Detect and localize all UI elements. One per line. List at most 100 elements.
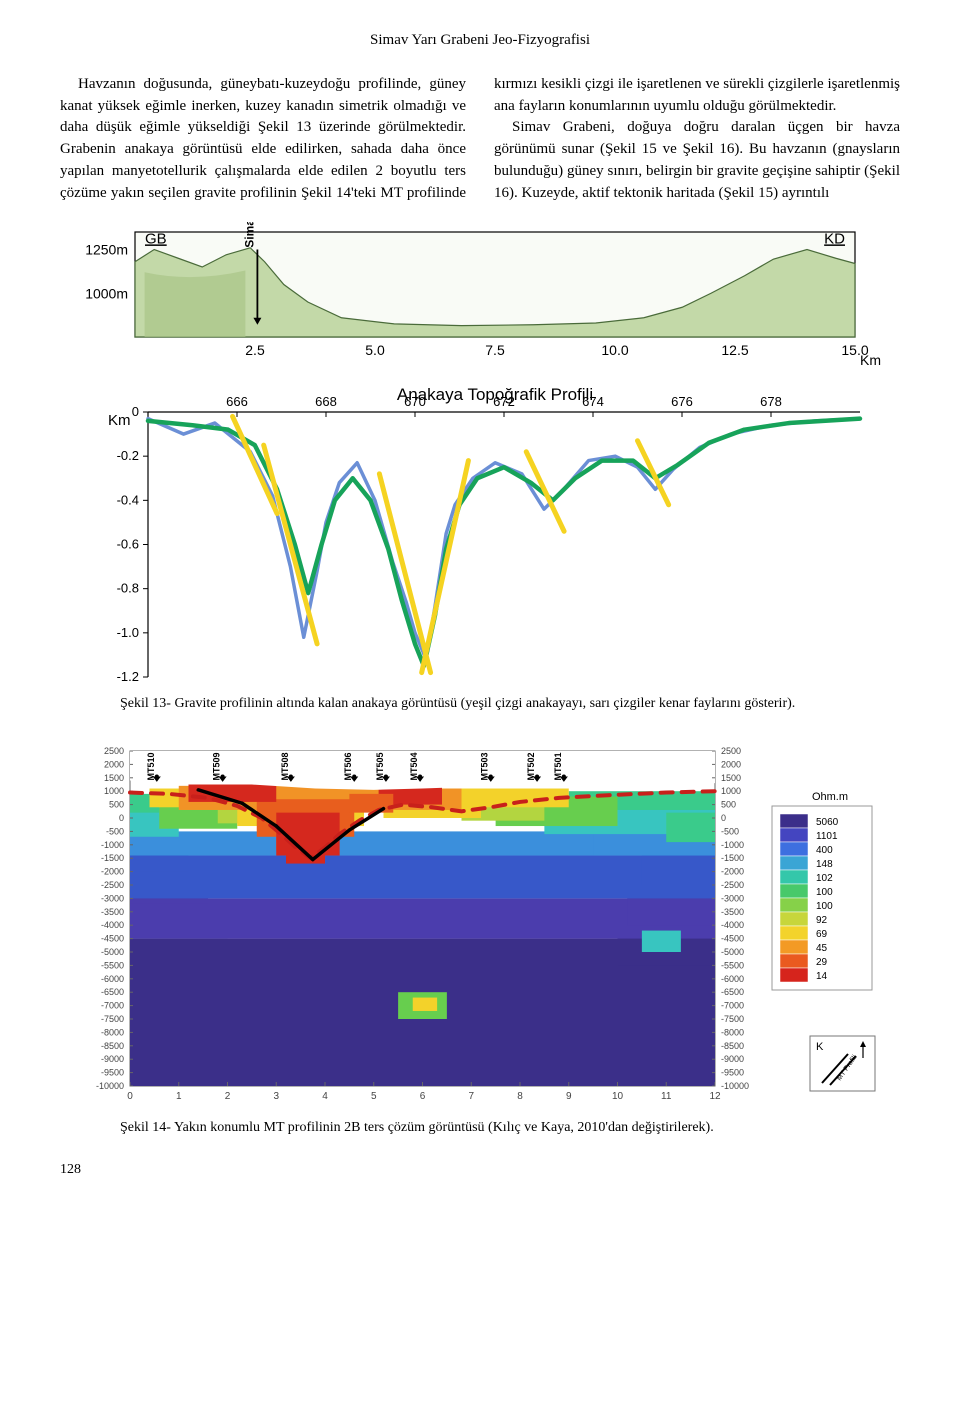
figure-14-caption-text: Yakın konumlu MT profilinin 2B ters çözü… <box>174 1120 714 1135</box>
svg-text:2500: 2500 <box>104 746 124 756</box>
figure-13: 1250m1000mGBKDSimav 2.55.07.510.012.515.… <box>70 222 890 687</box>
svg-text:8: 8 <box>517 1091 523 1102</box>
svg-text:-8500: -8500 <box>101 1041 124 1051</box>
svg-text:674: 674 <box>582 394 604 409</box>
svg-text:0: 0 <box>127 1091 133 1102</box>
svg-text:672: 672 <box>493 394 515 409</box>
fig13-y-label: Km <box>108 412 131 429</box>
svg-text:-6000: -6000 <box>101 974 124 984</box>
svg-text:29: 29 <box>816 957 828 968</box>
svg-text:MT505: MT505 <box>375 753 385 781</box>
svg-text:-8000: -8000 <box>721 1028 744 1038</box>
figure-14-caption: Şekil 14- Yakın konumlu MT profilinin 2B… <box>120 1119 860 1138</box>
svg-text:5060: 5060 <box>816 817 839 828</box>
svg-text:4: 4 <box>322 1091 328 1102</box>
svg-text:-3000: -3000 <box>101 894 124 904</box>
svg-text:-5000: -5000 <box>101 947 124 957</box>
svg-text:-3000: -3000 <box>721 894 744 904</box>
svg-text:-6500: -6500 <box>721 987 744 997</box>
svg-text:100: 100 <box>816 887 833 898</box>
svg-text:678: 678 <box>760 394 782 409</box>
svg-text:Simav: Simav <box>242 222 256 248</box>
svg-text:MT510: MT510 <box>146 753 156 781</box>
svg-text:-1000: -1000 <box>721 840 744 850</box>
svg-text:-1500: -1500 <box>721 853 744 863</box>
svg-text:-500: -500 <box>721 827 739 837</box>
svg-text:7.5: 7.5 <box>485 342 505 358</box>
svg-text:MT502: MT502 <box>526 753 536 781</box>
svg-text:-6500: -6500 <box>101 987 124 997</box>
figure-13-caption: Şekil 13- Gravite profilinin altında kal… <box>120 695 860 714</box>
svg-text:1: 1 <box>176 1091 182 1102</box>
svg-text:-9500: -9500 <box>721 1068 744 1078</box>
svg-text:5: 5 <box>371 1091 377 1102</box>
svg-text:1500: 1500 <box>721 773 741 783</box>
svg-text:676: 676 <box>671 394 693 409</box>
page-running-header: Simav Yarı Grabeni Jeo-Fizyografisi <box>60 30 900 52</box>
svg-text:666: 666 <box>226 394 248 409</box>
svg-text:9: 9 <box>566 1091 572 1102</box>
svg-text:-7500: -7500 <box>721 1014 744 1024</box>
svg-text:3: 3 <box>273 1091 279 1102</box>
svg-text:-0.6: -0.6 <box>117 537 139 552</box>
svg-text:1000: 1000 <box>721 786 741 796</box>
svg-text:K: K <box>816 1041 824 1053</box>
svg-text:12: 12 <box>709 1091 721 1102</box>
svg-text:-5500: -5500 <box>101 961 124 971</box>
svg-text:MT501: MT501 <box>553 753 563 781</box>
svg-text:5.0: 5.0 <box>365 342 385 358</box>
svg-text:-9500: -9500 <box>101 1068 124 1078</box>
svg-text:2500: 2500 <box>721 746 741 756</box>
svg-text:MT503: MT503 <box>480 753 490 781</box>
svg-text:6: 6 <box>420 1091 426 1102</box>
svg-text:-4500: -4500 <box>101 934 124 944</box>
svg-text:2000: 2000 <box>721 760 741 770</box>
figure-14-caption-label: Şekil 14- <box>120 1120 171 1135</box>
svg-text:92: 92 <box>816 915 828 926</box>
svg-text:1101: 1101 <box>816 831 838 842</box>
svg-text:2: 2 <box>225 1091 231 1102</box>
svg-text:1500: 1500 <box>104 773 124 783</box>
svg-text:-0.4: -0.4 <box>117 493 139 508</box>
svg-text:-7000: -7000 <box>721 1001 744 1011</box>
svg-text:-6000: -6000 <box>721 974 744 984</box>
svg-text:500: 500 <box>109 800 124 810</box>
svg-text:400: 400 <box>816 845 833 856</box>
svg-text:-3500: -3500 <box>721 907 744 917</box>
svg-text:500: 500 <box>721 800 736 810</box>
svg-text:-2000: -2000 <box>721 867 744 877</box>
svg-text:0: 0 <box>132 404 139 419</box>
svg-text:0: 0 <box>721 813 726 823</box>
body-text: Havzanın doğusunda, güneybatı-kuzeydoğu … <box>60 74 900 205</box>
svg-text:GB: GB <box>145 231 167 248</box>
svg-text:MT509: MT509 <box>212 753 222 781</box>
svg-text:-2000: -2000 <box>101 867 124 877</box>
fig13-top-x-unit: Km <box>860 352 881 368</box>
svg-text:-4500: -4500 <box>721 934 744 944</box>
svg-text:-1000: -1000 <box>101 840 124 850</box>
svg-text:Ohm.m: Ohm.m <box>812 791 848 803</box>
paragraph-2: Simav Grabeni, doğuya doğru daralan üçge… <box>494 117 900 204</box>
svg-text:-2500: -2500 <box>101 880 124 890</box>
svg-text:-9000: -9000 <box>721 1054 744 1064</box>
svg-text:-10000: -10000 <box>96 1081 124 1091</box>
svg-text:KD: KD <box>824 231 845 248</box>
svg-text:-5500: -5500 <box>721 961 744 971</box>
svg-text:MT506: MT506 <box>343 753 353 781</box>
svg-text:148: 148 <box>816 859 833 870</box>
svg-text:69: 69 <box>816 929 828 940</box>
svg-text:11: 11 <box>661 1091 672 1102</box>
svg-text:0: 0 <box>119 813 124 823</box>
svg-text:-9000: -9000 <box>101 1054 124 1064</box>
svg-text:-500: -500 <box>106 827 124 837</box>
svg-text:-3500: -3500 <box>101 907 124 917</box>
svg-text:-10000: -10000 <box>721 1081 749 1091</box>
svg-text:668: 668 <box>315 394 337 409</box>
svg-text:-8500: -8500 <box>721 1041 744 1051</box>
svg-text:-5000: -5000 <box>721 947 744 957</box>
svg-text:-7000: -7000 <box>101 1001 124 1011</box>
figure-13-caption-text: Gravite profilinin altında kalan anakaya… <box>174 696 795 711</box>
figure-13-caption-label: Şekil 13- <box>120 696 171 711</box>
svg-text:10.0: 10.0 <box>601 342 628 358</box>
svg-text:-4000: -4000 <box>101 920 124 930</box>
